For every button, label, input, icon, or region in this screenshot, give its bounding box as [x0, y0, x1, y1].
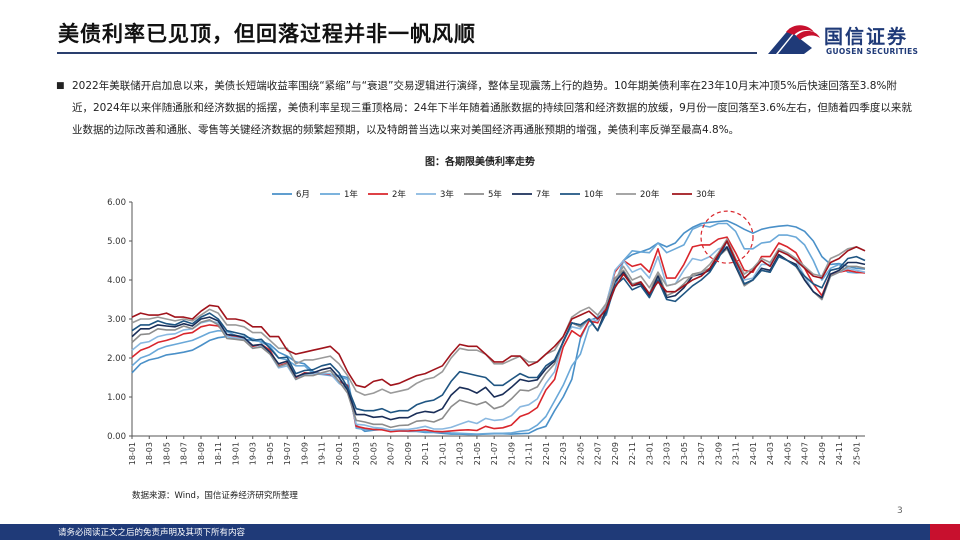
guosen-logo: 国信证券 GUOSEN SECURITIES — [764, 20, 918, 60]
y-tick-label: 1.00 — [107, 393, 126, 403]
x-tick-label: 23-05 — [680, 442, 689, 465]
x-tick-label: 21-01 — [438, 442, 447, 465]
legend-label-9: 30年 — [696, 189, 716, 200]
series-line-4 — [131, 246, 866, 431]
x-tick-label: 19-11 — [318, 442, 327, 465]
series-line-1 — [131, 219, 866, 436]
x-tick-label: 25-01 — [852, 442, 861, 465]
y-tick-label: 2.00 — [107, 354, 126, 364]
x-tick-label: 24-03 — [766, 442, 775, 465]
x-tick-label: 23-01 — [645, 442, 654, 465]
x-tick-label: 20-03 — [352, 442, 361, 465]
x-tick-label: 18-07 — [180, 442, 189, 465]
x-tick-label: 21-07 — [490, 442, 499, 465]
summary-paragraph: ■ 2022年美联储开启加息以来，美债长短端收益率围绕“紧缩”与“衰退”交易逻辑… — [56, 75, 916, 141]
peak-highlight-circle — [700, 210, 754, 264]
x-tick-label: 19-05 — [266, 442, 275, 465]
yield-line-chart: 0.00 1.00 2.00 3.00 4.00 5.00 6.00 18-01 18-03 18… — [107, 189, 866, 465]
x-tick-label: 19-07 — [283, 442, 292, 465]
x-tick-label: 24-11 — [835, 442, 844, 465]
legend-label-8: 20年 — [640, 189, 660, 200]
x-tick-label: 19-01 — [231, 442, 240, 465]
x-tick-label: 23-07 — [697, 442, 706, 465]
series-line-2 — [131, 222, 866, 435]
x-tick-label: 19-03 — [249, 442, 258, 465]
footer-bar: 请务必阅读正文之后的免责声明及其项下所有内容 — [0, 524, 960, 540]
x-tick-label: 22-03 — [559, 442, 568, 465]
chart-title: 图：各期限美债利率走势 — [425, 157, 535, 168]
x-tick-label: 22-01 — [542, 442, 551, 465]
x-tick-label: 21-05 — [473, 442, 482, 465]
page-title: 美债利率已见顶，但回落过程并非一帆风顺 — [58, 22, 476, 46]
page-number: 3 — [897, 506, 903, 516]
x-tick-label: 21-11 — [525, 442, 534, 465]
legend-label-4: 3年 — [440, 189, 454, 200]
y-tick-label: 3.00 — [107, 315, 126, 325]
legend-label-6: 7年 — [536, 189, 550, 200]
x-tick-label: 23-03 — [663, 442, 672, 465]
series-line-9 — [131, 240, 866, 389]
x-tick-label: 18-09 — [197, 442, 206, 465]
x-tick-label: 24-05 — [783, 442, 792, 465]
x-tick-label: 22-11 — [628, 442, 637, 465]
footer-accent — [930, 524, 960, 540]
legend-label-5: 5年 — [488, 189, 502, 200]
data-source-note: 数据来源：Wind，国信证券经济研究所整理 — [132, 491, 298, 501]
x-tick-label: 24-09 — [818, 442, 827, 465]
x-tick-label: 18-01 — [128, 442, 137, 465]
x-tick-label: 21-09 — [507, 442, 516, 465]
x-tick-label: 22-05 — [576, 442, 585, 465]
x-tick-label: 19-09 — [300, 442, 309, 465]
legend-label-3: 2年 — [392, 189, 406, 200]
x-tick-label: 24-01 — [749, 442, 758, 465]
title-divider — [57, 52, 757, 54]
series-line-6 — [131, 246, 866, 421]
legend-label-7: 10年 — [584, 189, 604, 200]
y-tick-label: 6.00 — [107, 198, 126, 208]
summary-text: 2022年美联储开启加息以来，美债长短端收益率围绕“紧缩”与“衰退”交易逻辑进行… — [72, 80, 912, 136]
guosen-logo-icon — [768, 25, 820, 54]
x-tick-label: 23-09 — [714, 442, 723, 465]
x-tick-label: 18-03 — [145, 442, 154, 465]
y-tick-label: 4.00 — [107, 276, 126, 286]
x-tick-label: 18-11 — [214, 442, 223, 465]
logo-name-en: GUOSEN SECURITIES — [826, 47, 919, 56]
logo-name-cn: 国信证券 — [824, 26, 909, 48]
legend-label-1: 6月 — [296, 190, 310, 200]
x-tick-label: 24-07 — [801, 442, 810, 465]
y-tick-label: 0.00 — [107, 432, 126, 442]
x-tick-label: 18-05 — [162, 442, 171, 465]
x-tick-label: 22-09 — [611, 442, 620, 465]
legend-label-2: 1年 — [344, 189, 358, 200]
x-tick-label: 20-05 — [369, 442, 378, 465]
footer-disclaimer: 请务必阅读正文之后的免责声明及其项下所有内容 — [58, 528, 246, 538]
x-tick-label: 23-11 — [732, 442, 741, 465]
x-tick-label: 20-07 — [387, 442, 396, 465]
y-tick-label: 5.00 — [107, 237, 126, 247]
bullet-square-icon: ■ — [56, 81, 65, 91]
x-tick-label: 22-07 — [594, 442, 603, 465]
x-tick-label: 20-11 — [421, 442, 430, 465]
series-line-8 — [131, 238, 866, 396]
x-tick-label: 21-03 — [456, 442, 465, 465]
x-tick-label: 20-09 — [404, 442, 413, 465]
series-line-7 — [131, 240, 866, 414]
x-tick-label: 20-01 — [335, 442, 344, 465]
